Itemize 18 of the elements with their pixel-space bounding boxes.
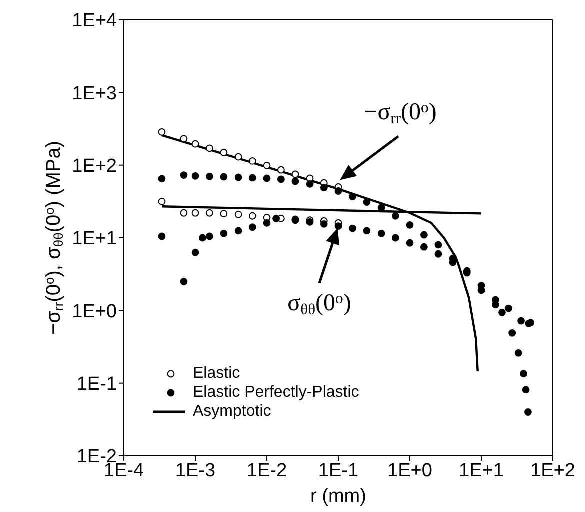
x-tick-label: 1E+2: [530, 460, 576, 482]
y-tick-label: 1E+4: [72, 10, 118, 32]
x-axis-title: r (mm): [310, 486, 366, 507]
legend-label: Asymptotic: [193, 402, 272, 420]
legend-label: Elastic Perfectly-Plastic: [193, 384, 360, 402]
annotation: σ$_{θθ}$(0$^{o}$): [288, 290, 352, 318]
y-tick-label: 1E+0: [72, 301, 117, 322]
y-tick-label: 1E+1: [72, 228, 117, 250]
legend-label: Elastic: [193, 364, 240, 382]
y-tick-label: 1E+2: [72, 156, 117, 178]
x-tick-label: 1E+1: [459, 460, 504, 482]
x-tick-label: 1E-1: [318, 460, 359, 482]
y-tick-label: 1E-1: [76, 374, 117, 396]
y-tick-label: 1E+3: [72, 83, 117, 104]
x-tick-label: 1E-3: [175, 460, 216, 482]
annotation: −σ$_{rr}$(0$^{o}$): [364, 99, 437, 128]
x-tick-label: 1E-2: [246, 460, 288, 482]
x-tick-label: 1E+0: [388, 460, 432, 482]
